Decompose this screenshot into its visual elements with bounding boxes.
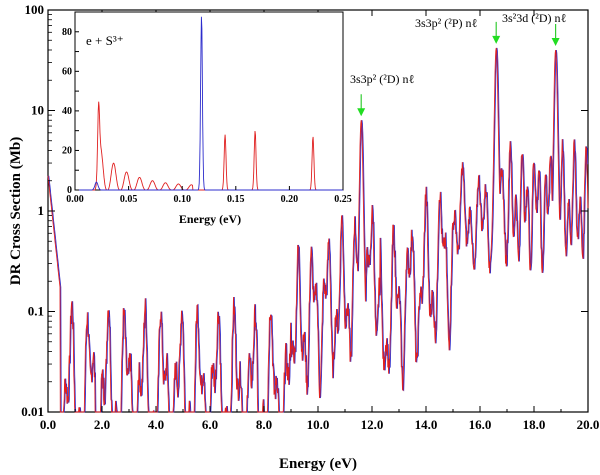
- inset-title: e + S³⁺: [86, 33, 124, 48]
- inset-y-tick-label: 20: [62, 145, 72, 156]
- inset-y-tick-label: 40: [62, 106, 72, 117]
- annotation-peak-2: 3s3p² (²P) nℓ: [415, 16, 478, 30]
- inset-series-line-blue: [75, 16, 343, 191]
- inset-curves: [75, 16, 343, 191]
- y-tick-label: 0.1: [28, 304, 44, 319]
- x-tick-label: 12.0: [361, 417, 384, 432]
- x-tick-label: 8.0: [256, 417, 272, 432]
- y-tick-label: 1: [38, 203, 45, 218]
- x-tick-label: 10.0: [307, 417, 330, 432]
- x-tick-label: 2.0: [94, 417, 110, 432]
- inset-x-tick-label: 0.05: [120, 194, 138, 205]
- x-tick-label: 16.0: [469, 417, 492, 432]
- peak-arrow-head: [357, 108, 366, 117]
- peak-annotations: 3s3p² (²D) nℓ 3s3p² (²P) nℓ 3s²3d (²D) n…: [350, 11, 567, 86]
- inset-plot-frame: [74, 11, 344, 191]
- inset-x-tick-label: 0.10: [173, 194, 191, 205]
- inset-y-tick-label: 60: [62, 66, 72, 77]
- peak-arrows: [357, 21, 560, 117]
- peak-arrow-head: [492, 35, 501, 44]
- y-tick-label: 10: [31, 103, 44, 118]
- annotation-peak-1: 3s3p² (²D) nℓ: [350, 72, 415, 86]
- x-tick-label: 14.0: [415, 417, 438, 432]
- series-line-red: [47, 47, 589, 413]
- x-tick-label: 4.0: [148, 417, 164, 432]
- inset-x-tick-label: 0.00: [66, 194, 84, 205]
- y-tick-label: 100: [25, 2, 45, 17]
- main-axes: 0.0 2.0 4.0 6.0 8.0 10.0 12.0 14.0 16.0 18.0 20.0 0…: [21, 2, 599, 432]
- x-tick-label: 18.0: [523, 417, 546, 432]
- peak-arrow-head: [551, 37, 560, 46]
- inset-axes: 0.00 0.05 0.10 0.15 0.20 0.25 0 20 40 60 80: [62, 11, 352, 205]
- x-tick-label: 20.0: [577, 417, 600, 432]
- y-tick-label: 0.01: [21, 404, 44, 419]
- x-axis-label: Energy (eV): [279, 456, 357, 472]
- inset-x-tick-label: 0.15: [227, 194, 245, 205]
- x-tick-label: 0.0: [40, 417, 56, 432]
- inset-y-tick-label: 80: [62, 27, 72, 38]
- inset-x-tick-label: 0.20: [281, 194, 299, 205]
- annotation-peak-3: 3s²3d (²D) nℓ: [502, 11, 567, 25]
- y-axis-label: DR Cross Section (Mb): [8, 137, 24, 285]
- inset-x-axis-label: Energy (eV): [179, 212, 241, 226]
- main-curves: [47, 47, 589, 413]
- inset-y-tick-label: 0: [67, 185, 72, 196]
- x-tick-label: 6.0: [202, 417, 218, 432]
- inset-x-tick-label: 0.25: [334, 194, 352, 205]
